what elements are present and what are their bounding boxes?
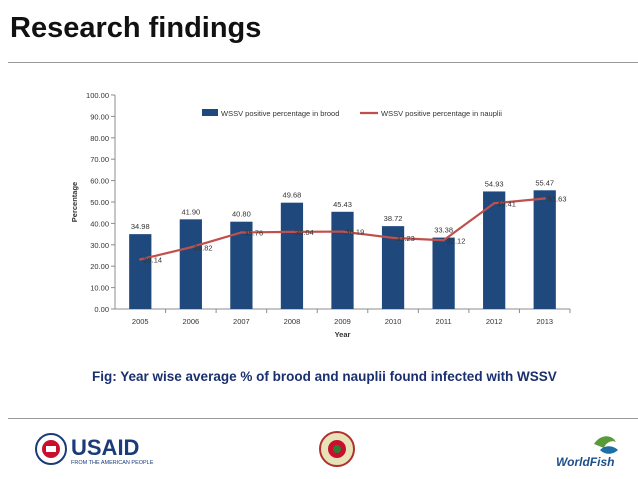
bar <box>483 191 506 309</box>
bar-data-label: 54.93 <box>485 179 504 188</box>
line-data-label: 49.41 <box>497 199 516 208</box>
bar <box>432 237 455 309</box>
chart-plot: 0.00 10.00 20.00 30.00 40.00 50.00 60.00 70.00 8… <box>70 91 571 339</box>
bar <box>381 226 405 309</box>
line-point <box>139 258 142 261</box>
line-data-label: 23.14 <box>143 255 162 264</box>
bar-data-label: 40.80 <box>232 210 251 219</box>
legend-swatch-brood <box>202 109 218 116</box>
bar <box>280 202 304 309</box>
bar <box>533 190 556 309</box>
usaid-wordmark: USAID <box>71 435 139 460</box>
x-tick-label: 2007 <box>233 317 250 326</box>
line-data-label: 33.23 <box>396 234 415 243</box>
seal-emblem-icon <box>333 445 341 453</box>
usaid-handshake-icon <box>46 446 56 452</box>
bar-data-label: 45.43 <box>333 200 352 209</box>
bar-data-label: 34.98 <box>131 222 150 231</box>
y-tick-label: 70.00 <box>90 155 109 164</box>
y-tick-label: 10.00 <box>90 284 109 293</box>
y-tick-label: 100.00 <box>86 91 109 100</box>
y-tick-label: 20.00 <box>90 262 109 271</box>
y-tick-label: 90.00 <box>90 112 109 121</box>
y-tick-label: 60.00 <box>90 177 109 186</box>
chart: 0.00 10.00 20.00 30.00 40.00 50.00 60.00 70.00 8… <box>70 91 571 339</box>
x-tick-label: 2005 <box>132 317 149 326</box>
line-point <box>341 230 344 233</box>
y-axis-title: Percentage <box>70 182 79 222</box>
y-tick-label: 80.00 <box>90 134 109 143</box>
x-tick-label: 2010 <box>385 317 402 326</box>
x-tick-label: 2012 <box>486 317 503 326</box>
bar-data-label: 38.72 <box>384 214 403 223</box>
usaid-logo: USAID FROM THE AMERICAN PEOPLE <box>35 433 154 466</box>
y-tick-label: 0.00 <box>94 305 109 314</box>
y-tick-label: 40.00 <box>90 219 109 228</box>
x-axis-title: Year <box>335 330 351 339</box>
bar <box>230 221 253 309</box>
line-point <box>543 197 546 200</box>
y-tick-label: 50.00 <box>90 198 109 207</box>
bar <box>129 234 152 309</box>
line-point <box>290 230 294 234</box>
x-tick-label: 2009 <box>334 317 351 326</box>
bar-data-label: 41.90 <box>181 207 200 216</box>
x-tick-label: 2013 <box>536 317 553 326</box>
line-data-label: 36.04 <box>295 228 314 237</box>
government-seal-logo <box>319 431 355 467</box>
slide-title: Research findings <box>10 12 262 44</box>
x-tick-label: 2011 <box>436 317 452 326</box>
title-divider <box>8 62 638 63</box>
line-point <box>391 236 395 240</box>
bar <box>179 219 202 309</box>
bar <box>331 211 354 309</box>
bar-data-label: 55.47 <box>535 178 554 187</box>
bar-data-label: 33.38 <box>434 226 453 235</box>
usaid-tagline: FROM THE AMERICAN PEOPLE <box>71 460 154 466</box>
legend-label-brood: WSSV positive percentage in brood <box>221 109 339 118</box>
y-tick-label: 30.00 <box>90 241 109 250</box>
line-point <box>189 246 193 249</box>
x-tick-label: 2008 <box>284 317 301 326</box>
line-data-label: 36.19 <box>346 228 365 237</box>
worldfish-leaf-icon <box>594 436 616 448</box>
figure-caption: Fig: Year wise average % of brood and na… <box>92 369 557 384</box>
line-point <box>240 231 243 234</box>
line-data-label: 51.63 <box>548 195 567 204</box>
worldfish-wordmark: WorldFish <box>556 455 614 469</box>
line-data-label: 28.82 <box>194 243 213 252</box>
legend-label-nauplii: WSSV positive percentage in nauplii <box>381 109 502 118</box>
line-point <box>492 202 496 205</box>
footer-divider <box>8 418 638 419</box>
line-data-label: 32.12 <box>447 236 466 245</box>
line-data-label: 35.76 <box>244 228 263 237</box>
worldfish-logo: WorldFish <box>556 436 618 469</box>
worldfish-fish-icon <box>600 446 618 454</box>
bar-data-label: 49.68 <box>283 191 302 200</box>
line-point <box>442 239 445 242</box>
x-tick-label: 2006 <box>182 317 199 326</box>
